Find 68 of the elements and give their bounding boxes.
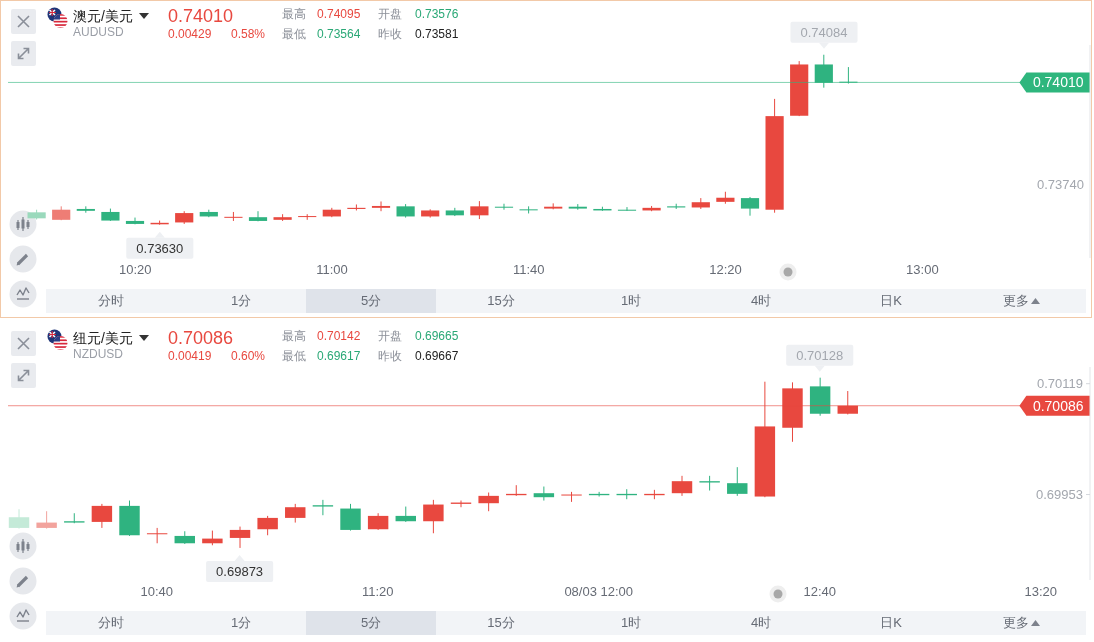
text: 0.69665	[415, 329, 459, 345]
tab-strip: 分时 1分 5分 15分 1时 4时 日K 更多	[46, 611, 1086, 635]
chart-subtitle: AUDUSD	[73, 25, 124, 41]
text: 最低	[282, 349, 306, 365]
candlestick	[617, 206, 637, 212]
text: 最高	[282, 329, 306, 345]
candlestick	[371, 200, 391, 212]
candlestick	[533, 486, 555, 502]
x-tick-label: 10:40	[140, 584, 174, 600]
annotation: 0.74084	[800, 24, 848, 40]
candlestick	[839, 66, 858, 85]
text: 0.74010	[168, 5, 234, 29]
candlestick	[671, 475, 693, 497]
text: 0.60%	[231, 349, 266, 365]
candlestick	[494, 203, 514, 211]
candlestick	[285, 503, 306, 524]
x-tick-label: 11:00	[316, 262, 348, 278]
candlestick	[257, 515, 278, 536]
text: 0.58%	[231, 27, 266, 43]
candlestick	[340, 503, 361, 532]
candlestick	[478, 492, 499, 512]
candlestick	[727, 466, 748, 497]
candlestick	[814, 54, 833, 89]
candlestick	[740, 196, 760, 217]
annotation: 0.69873	[216, 563, 264, 579]
text: 开盘	[378, 329, 402, 345]
chart-title: 澳元/美元	[73, 7, 133, 25]
text: 最高	[282, 7, 306, 23]
x-tick-label: 11:40	[513, 262, 545, 278]
candlestick	[423, 499, 444, 534]
y-tick-label: 0.70119	[1036, 376, 1083, 392]
text: 0.70086	[168, 327, 234, 351]
text: 昨收	[378, 27, 402, 43]
chart-subtitle: NZDUSD	[73, 347, 123, 363]
text: 0.00429	[168, 27, 212, 43]
y-tick-label: 0.69953	[1036, 487, 1083, 503]
x-tick-label: 10:20	[118, 262, 152, 278]
text: 0.00419	[168, 349, 212, 365]
text: 0.73581	[415, 27, 459, 43]
candlestick	[229, 526, 251, 549]
ref-line-label: 0.74010	[1032, 74, 1084, 91]
x-tick-label: 12:20	[709, 262, 742, 278]
candlestick	[91, 503, 113, 529]
ref-line-label: 0.70086	[1032, 397, 1084, 414]
tab-strip: 分时 1分 5分 15分 1时 4时 日K 更多	[46, 289, 1086, 313]
candlestick	[312, 499, 334, 516]
text: 0.73564	[317, 27, 361, 43]
text: 0.74095	[317, 7, 361, 23]
annotation: 0.73740	[1037, 176, 1084, 193]
text: 0.69667	[415, 349, 459, 365]
text: 最低	[282, 27, 306, 43]
x-tick-label: 13:20	[1024, 584, 1057, 600]
x-tick-label: 13:00	[906, 262, 939, 278]
x-tick-label: 11:20	[361, 584, 394, 600]
text: 0.73576	[415, 7, 459, 23]
candlestick	[248, 210, 268, 222]
candlestick	[8, 508, 30, 530]
x-tick-label: 12:40	[803, 584, 837, 600]
annotation: 0.70128	[796, 347, 844, 363]
annotation: 0.73630	[136, 240, 184, 256]
candlestick	[561, 491, 582, 503]
text: 0.69617	[317, 349, 361, 365]
text: 昨收	[378, 349, 402, 365]
chart-title: 纽元/美元	[73, 329, 133, 347]
candlestick	[146, 527, 168, 544]
x-tick-label: 08/03 12:00	[564, 584, 634, 600]
text: 0.70142	[317, 329, 361, 345]
text: 开盘	[378, 7, 402, 23]
